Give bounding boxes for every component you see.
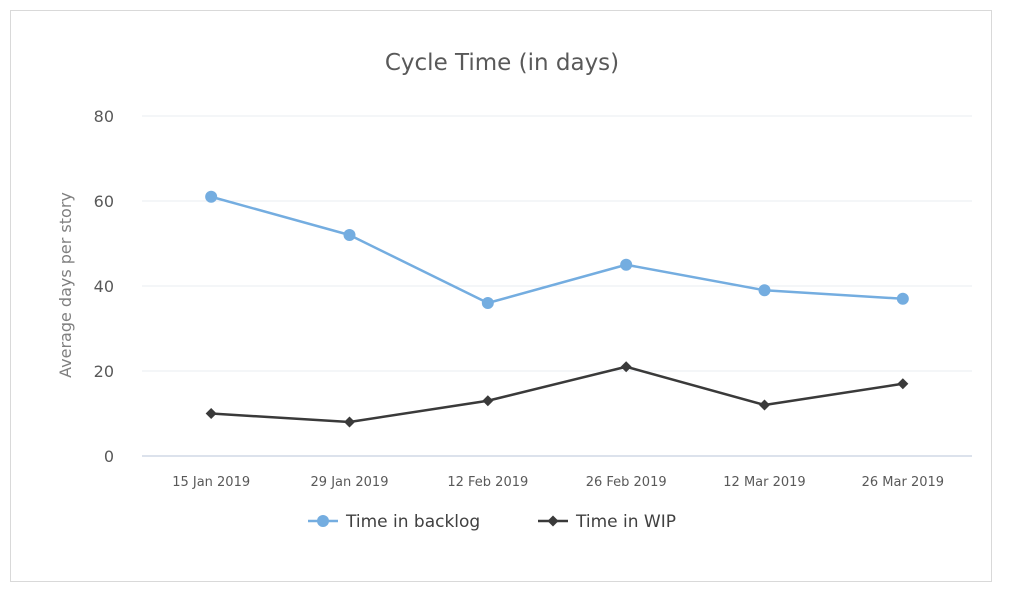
chart-frame <box>10 10 992 582</box>
series-layer <box>205 190 909 428</box>
series-2 <box>205 361 909 428</box>
y-axis-label: Average days per story <box>56 192 75 378</box>
y-axis-ticks: 0 20 40 60 80 <box>94 107 114 466</box>
y-tick-label: 20 <box>94 362 114 381</box>
x-tick-label: 26 Mar 2019 <box>862 475 944 490</box>
data-point <box>343 229 356 241</box>
legend-marker <box>547 515 559 527</box>
data-point <box>759 399 770 411</box>
legend-marker <box>317 515 329 527</box>
x-tick-label: 15 Jan 2019 <box>172 475 250 490</box>
data-point <box>620 361 632 373</box>
data-point <box>896 292 909 305</box>
y-tick-label: 40 <box>94 277 114 296</box>
data-point <box>205 190 218 203</box>
x-tick-label: 12 Feb 2019 <box>447 475 528 490</box>
data-point <box>897 378 909 390</box>
y-tick-label: 60 <box>94 192 114 211</box>
legend-item: Time in WIP <box>538 512 676 532</box>
x-axis-ticks: 15 Jan 2019 29 Jan 2019 12 Feb 2019 26 Feb … <box>172 475 944 490</box>
legend-item: Time in backlog <box>308 512 480 532</box>
legend: Time in backlog Time in WIP <box>308 512 676 532</box>
series-line <box>211 365 904 424</box>
series-1 <box>205 190 909 309</box>
data-point <box>620 258 633 271</box>
data-point <box>344 416 355 428</box>
y-tick-label: 0 <box>104 447 114 466</box>
x-tick-label: 26 Feb 2019 <box>586 475 667 490</box>
y-tick-label: 80 <box>94 107 114 126</box>
x-tick-label: 12 Mar 2019 <box>723 475 805 490</box>
legend-label: Time in WIP <box>575 512 676 532</box>
data-point <box>205 408 217 419</box>
series-line <box>210 195 903 305</box>
chart-title: Cycle Time (in days) <box>385 50 619 76</box>
legend-label: Time in backlog <box>345 512 480 532</box>
x-tick-label: 29 Jan 2019 <box>311 475 389 490</box>
data-point <box>482 395 494 407</box>
gridlines <box>142 115 972 457</box>
data-point <box>481 297 494 309</box>
data-point <box>758 284 771 297</box>
